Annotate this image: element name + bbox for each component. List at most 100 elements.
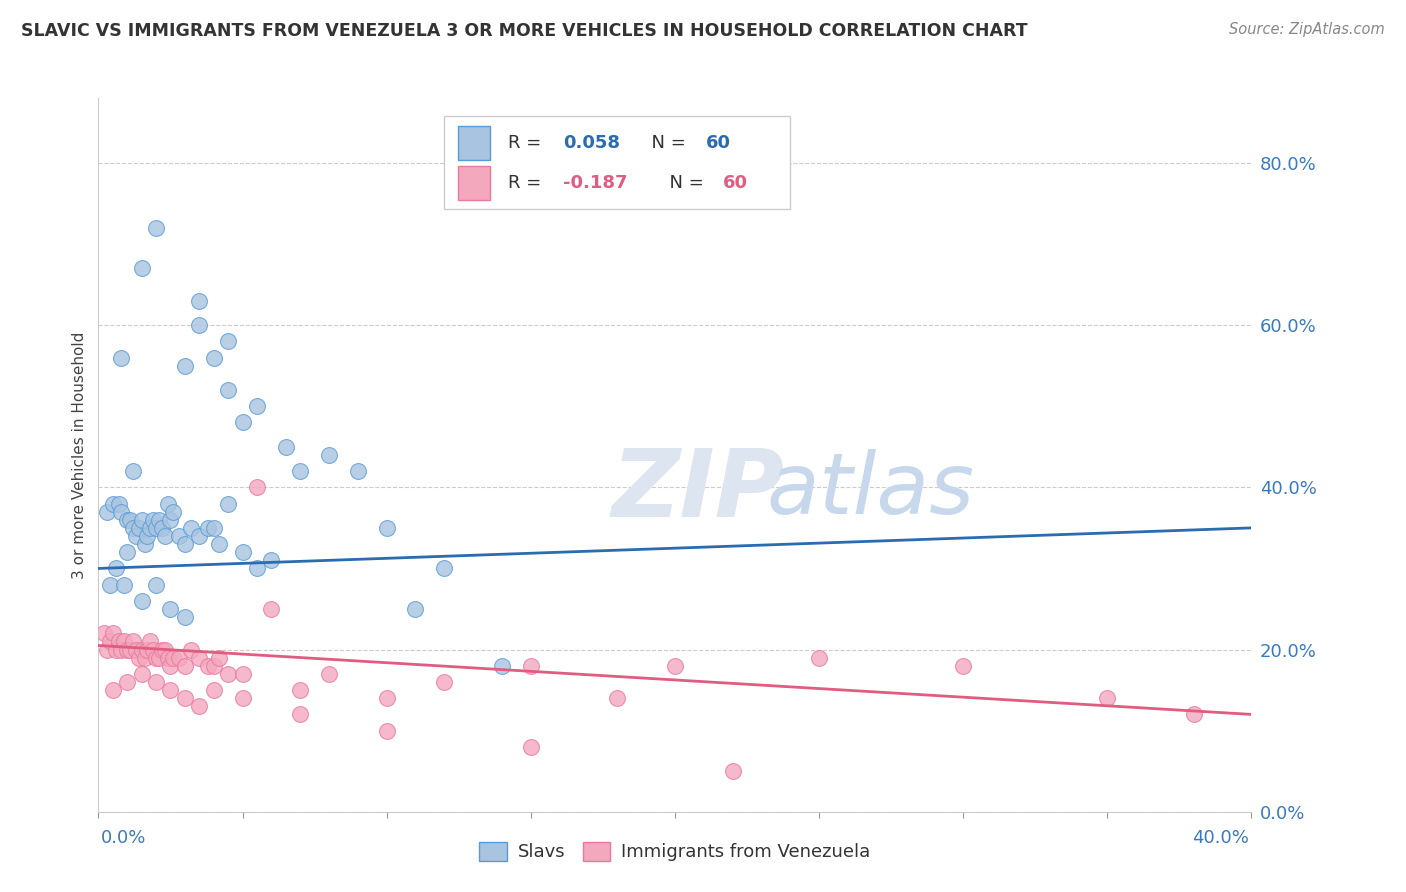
Point	[188, 650, 211, 665]
Point	[318, 666, 340, 681]
Point	[125, 529, 148, 543]
Point	[162, 505, 184, 519]
Point	[188, 529, 211, 543]
Point	[520, 658, 543, 673]
Point	[231, 666, 254, 681]
Point	[174, 658, 197, 673]
Point	[122, 464, 145, 478]
Point	[117, 675, 139, 690]
Point	[142, 513, 165, 527]
Point	[159, 513, 181, 527]
Point	[128, 521, 150, 535]
Point	[290, 464, 312, 478]
Point	[101, 497, 124, 511]
Point	[180, 521, 202, 535]
Point	[246, 480, 269, 494]
Point	[491, 658, 513, 673]
Text: 0.0%: 0.0%	[101, 829, 146, 847]
Point	[188, 293, 211, 308]
Point	[145, 675, 167, 690]
Point	[139, 521, 162, 535]
Point	[318, 448, 340, 462]
Point	[101, 626, 124, 640]
Point	[110, 351, 132, 365]
Point	[260, 553, 283, 567]
Point	[174, 610, 197, 624]
Point	[134, 650, 156, 665]
Point	[148, 650, 170, 665]
Point	[120, 642, 142, 657]
Point	[145, 577, 167, 591]
Text: SLAVIC VS IMMIGRANTS FROM VENEZUELA 3 OR MORE VEHICLES IN HOUSEHOLD CORRELATION : SLAVIC VS IMMIGRANTS FROM VENEZUELA 3 OR…	[21, 22, 1028, 40]
Point	[167, 650, 190, 665]
Point	[153, 529, 176, 543]
Point	[1097, 691, 1119, 706]
Point	[375, 723, 398, 738]
FancyBboxPatch shape	[444, 116, 790, 209]
Text: 60: 60	[723, 174, 748, 192]
Point	[405, 602, 427, 616]
Point	[167, 529, 190, 543]
Point	[208, 537, 231, 551]
Point	[246, 561, 269, 575]
Point	[1182, 707, 1205, 722]
Point	[217, 666, 239, 681]
Point	[217, 383, 239, 397]
Point	[93, 626, 115, 640]
Point	[217, 497, 239, 511]
Point	[136, 642, 159, 657]
Point	[148, 513, 170, 527]
Point	[107, 634, 129, 648]
Point	[202, 683, 225, 698]
Point	[188, 318, 211, 333]
Point	[145, 521, 167, 535]
Point	[98, 577, 121, 591]
Point	[202, 521, 225, 535]
Text: -0.187: -0.187	[562, 174, 627, 192]
Text: 0.058: 0.058	[562, 134, 620, 152]
Point	[159, 683, 181, 698]
Point	[174, 691, 197, 706]
Point	[664, 658, 686, 673]
Point	[145, 220, 167, 235]
Text: Source: ZipAtlas.com: Source: ZipAtlas.com	[1229, 22, 1385, 37]
Point	[112, 577, 135, 591]
Legend: Slavs, Immigrants from Venezuela: Slavs, Immigrants from Venezuela	[471, 833, 879, 871]
Point	[159, 658, 181, 673]
Text: 60: 60	[706, 134, 731, 152]
Point	[131, 261, 153, 276]
Y-axis label: 3 or more Vehicles in Household: 3 or more Vehicles in Household	[72, 331, 87, 579]
Point	[136, 529, 159, 543]
Point	[139, 634, 162, 648]
Point	[246, 399, 269, 413]
Point	[131, 642, 153, 657]
Point	[101, 683, 124, 698]
Point	[122, 521, 145, 535]
Point	[174, 537, 197, 551]
Point	[346, 464, 368, 478]
Text: N =: N =	[640, 134, 692, 152]
Point	[104, 561, 127, 575]
Point	[156, 497, 179, 511]
Point	[110, 505, 132, 519]
Point	[117, 545, 139, 559]
Point	[290, 707, 312, 722]
Point	[96, 505, 118, 519]
FancyBboxPatch shape	[458, 166, 491, 200]
Point	[104, 642, 127, 657]
Point	[150, 642, 173, 657]
Point	[125, 642, 148, 657]
Point	[96, 642, 118, 657]
Point	[520, 739, 543, 754]
Point	[217, 334, 239, 349]
Point	[231, 691, 254, 706]
Point	[107, 497, 129, 511]
Point	[274, 440, 297, 454]
Point	[150, 521, 173, 535]
Point	[952, 658, 974, 673]
Point	[197, 521, 219, 535]
Point	[375, 521, 398, 535]
Point	[180, 642, 202, 657]
Point	[208, 650, 231, 665]
Point	[188, 699, 211, 714]
